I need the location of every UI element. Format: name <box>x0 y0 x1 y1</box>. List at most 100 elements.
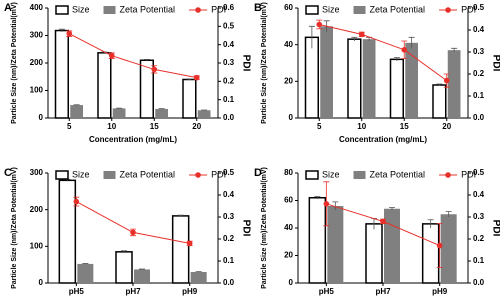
bar <box>77 263 94 283</box>
y-tick-label: 200 <box>30 58 44 67</box>
y-tick-label: 300 <box>30 31 44 40</box>
legend-marker <box>195 172 201 178</box>
point <box>358 31 365 38</box>
legend-swatch <box>103 171 116 179</box>
legend-swatch <box>353 6 366 14</box>
x-tick-label: pH5 <box>69 287 85 296</box>
x-tick-label: pH7 <box>375 287 391 296</box>
x-tick-label: 15 <box>400 122 409 131</box>
legend-marker <box>445 7 451 13</box>
bar <box>365 223 383 284</box>
y2-tick-label: 0.5 <box>473 3 485 12</box>
point <box>73 198 80 205</box>
error-bar <box>408 36 415 49</box>
panel-label: D <box>254 167 262 179</box>
y2-tick-label: 0.4 <box>223 40 235 49</box>
bar <box>384 208 400 283</box>
y2-tick-label: 0.0 <box>223 278 235 287</box>
bar <box>115 251 133 284</box>
y-tick-label: 100 <box>30 241 44 250</box>
legend-swatch <box>103 6 116 14</box>
bar <box>447 50 461 118</box>
y2-tick-label: 0.5 <box>223 21 235 30</box>
y-tick-label: 0 <box>289 278 294 287</box>
point <box>380 218 386 225</box>
bar <box>190 272 207 283</box>
y-tick-label: 60 <box>284 196 293 205</box>
error-bar <box>314 195 321 200</box>
bar <box>54 29 69 119</box>
y2-tick-label: 0.1 <box>473 91 485 100</box>
y2-tick-label: 0.0 <box>223 113 235 122</box>
x-tick-label: 5 <box>317 122 322 131</box>
point <box>193 74 200 81</box>
point <box>323 201 330 207</box>
bar <box>97 52 112 119</box>
bar <box>389 58 404 119</box>
y2-tick-label: 0.3 <box>473 47 485 56</box>
y2-tick-label: 0.2 <box>473 69 485 78</box>
y2-tick-label: 0.6 <box>223 3 235 12</box>
y-tick-label: 0 <box>39 113 44 122</box>
panel-label: C <box>4 167 12 179</box>
bar <box>440 214 457 283</box>
point <box>316 21 323 28</box>
error-bar <box>58 28 65 32</box>
bar <box>421 223 440 284</box>
y2-tick-label: 0.3 <box>473 212 485 221</box>
y-tick-label: 100 <box>30 86 44 95</box>
bar <box>320 26 333 118</box>
y-tick-label: 0 <box>39 278 44 287</box>
bar <box>405 42 418 119</box>
legend-label: Zeta Potential <box>370 169 426 179</box>
error-bar <box>332 201 339 211</box>
error-bar <box>445 211 452 217</box>
y-tick-label: 300 <box>30 168 44 177</box>
legend-marker <box>445 172 451 178</box>
bar <box>362 39 376 118</box>
error-bar <box>393 57 400 62</box>
x-axis-title: Concentration (mg/mL) <box>89 135 177 144</box>
y2-tick-label: 0.0 <box>473 113 485 122</box>
point <box>130 229 136 236</box>
x-tick-label: 15 <box>150 122 159 131</box>
panel-label: B <box>254 2 262 14</box>
y2-tick-label: 0.4 <box>473 190 485 199</box>
point <box>443 77 450 84</box>
x-tick-label: 10 <box>357 122 366 131</box>
bar <box>182 78 197 119</box>
x-tick-label: 20 <box>192 122 201 131</box>
legend-marker <box>195 7 201 13</box>
y-axis-title: Particle Size (nm)/Zeta Potential(mV) <box>11 167 18 289</box>
bar <box>171 215 190 284</box>
y-axis-title: Particle Size (nm)/Zeta Potential(mV) <box>261 2 268 124</box>
point <box>436 242 443 249</box>
y-tick-label: 200 <box>30 205 44 214</box>
line <box>319 24 448 82</box>
legend-swatch <box>305 5 319 15</box>
y2-axis-title: PDI <box>240 55 251 72</box>
error-bar <box>186 78 193 81</box>
error-bar <box>177 214 184 217</box>
y2-tick-label: 0.4 <box>223 190 235 199</box>
legend-swatch <box>305 170 319 180</box>
legend-label: Zeta Potential <box>120 169 176 179</box>
bar <box>58 179 77 284</box>
legend-label: Size <box>322 4 340 14</box>
y2-tick-label: 0.2 <box>223 234 235 243</box>
y2-axis-title: PDI <box>240 220 251 237</box>
error-bar <box>436 83 443 86</box>
x-tick-label: 20 <box>442 122 451 131</box>
bar <box>134 269 150 283</box>
point <box>186 240 193 247</box>
y2-tick-label: 0.1 <box>473 256 485 265</box>
bar <box>432 84 447 119</box>
panel-label: A <box>4 2 12 14</box>
x-tick-label: pH9 <box>182 287 198 296</box>
line <box>69 33 197 79</box>
error-bar <box>116 107 123 109</box>
legend-label: Size <box>322 169 340 179</box>
y2-axis-title: PDI <box>490 220 500 237</box>
bar <box>197 110 211 118</box>
error-bar <box>121 250 127 253</box>
